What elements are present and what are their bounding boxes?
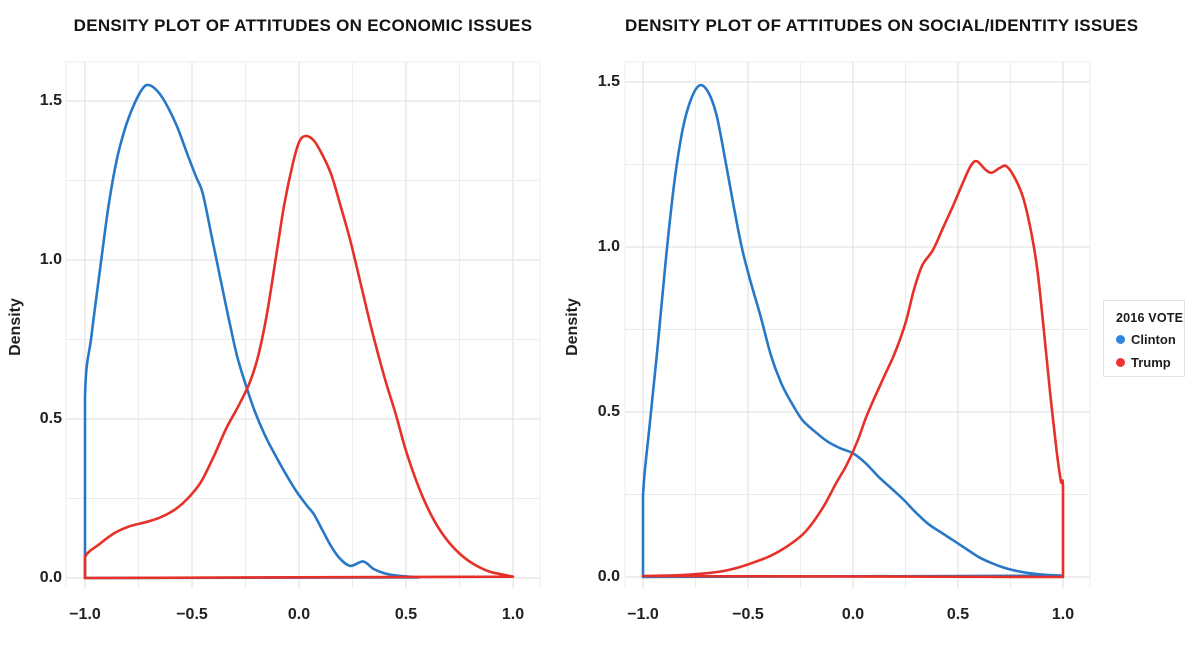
legend-title: 2016 VOTE	[1116, 311, 1184, 325]
x-tick-label: 0.5	[946, 606, 970, 623]
y-tick-label: 0.5	[39, 410, 62, 427]
x-tick-label: −0.5	[176, 606, 208, 623]
x-tick-label: 0.0	[841, 606, 865, 623]
right-y-axis-title: Density	[564, 298, 581, 356]
x-tick-label: −0.5	[732, 606, 764, 623]
clinton-dot-icon	[1116, 335, 1125, 344]
left-plot-title: DENSITY PLOT OF ATTITUDES ON ECONOMIC IS…	[73, 16, 533, 35]
legend-item-trump: Trump	[1116, 355, 1184, 370]
x-tick-label: 1.0	[501, 606, 525, 623]
legend-box: 2016 VOTE Clinton Trump	[1103, 300, 1185, 377]
y-tick-label: 0.5	[597, 403, 620, 420]
density-curve-clinton	[641, 83, 1065, 579]
x-tick-label: 1.0	[1051, 606, 1075, 623]
x-tick-label: 0.5	[394, 606, 418, 623]
legend-item-clinton: Clinton	[1116, 332, 1184, 347]
y-tick-label: 1.5	[597, 73, 620, 90]
density-curve-trump	[641, 159, 1065, 579]
x-tick-label: −1.0	[69, 606, 101, 623]
y-tick-label: 1.5	[39, 92, 62, 109]
y-tick-label: 0.0	[39, 569, 62, 586]
right-plot-title: DENSITY PLOT OF ATTITUDES ON SOCIAL/IDEN…	[625, 16, 1139, 35]
legend-label-trump: Trump	[1131, 355, 1171, 370]
y-tick-label: 1.0	[39, 251, 62, 268]
y-tick-label: 1.0	[597, 238, 620, 255]
trump-dot-icon	[1116, 358, 1125, 367]
x-tick-label: 0.0	[287, 606, 311, 623]
legend-label-clinton: Clinton	[1131, 332, 1176, 347]
density-curve-trump	[83, 134, 515, 580]
density-curve-clinton	[83, 83, 421, 580]
left-y-axis-title: Density	[7, 298, 24, 356]
y-tick-label: 0.0	[597, 568, 620, 585]
x-tick-label: −1.0	[627, 606, 659, 623]
